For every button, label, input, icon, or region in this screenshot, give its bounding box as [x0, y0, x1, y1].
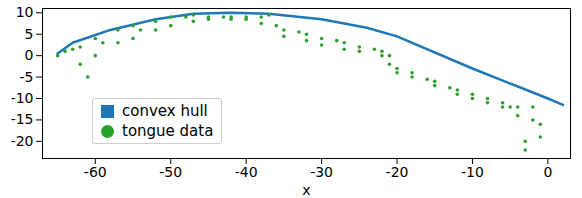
svg-text:-10: -10 — [11, 90, 34, 106]
svg-text:-10: -10 — [461, 164, 484, 180]
svg-text:-5: -5 — [20, 69, 34, 85]
svg-text:5: 5 — [25, 26, 34, 42]
svg-text:-60: -60 — [84, 164, 107, 180]
svg-text:10: 10 — [16, 4, 34, 20]
svg-text:0: 0 — [25, 47, 34, 63]
html-text:tongue data: tongue data — [122, 122, 214, 140]
html-text:convex hull: convex hull — [122, 102, 208, 120]
svg-text:-50: -50 — [159, 164, 182, 180]
svg-text:-15: -15 — [11, 111, 34, 127]
svg-text:x: x — [302, 182, 310, 198]
svg-text:-20: -20 — [11, 133, 34, 149]
svg-text:-40: -40 — [235, 164, 258, 180]
svg-text:-20: -20 — [386, 164, 409, 180]
svg-text:-30: -30 — [310, 164, 333, 180]
svg-text:0: 0 — [543, 164, 552, 180]
